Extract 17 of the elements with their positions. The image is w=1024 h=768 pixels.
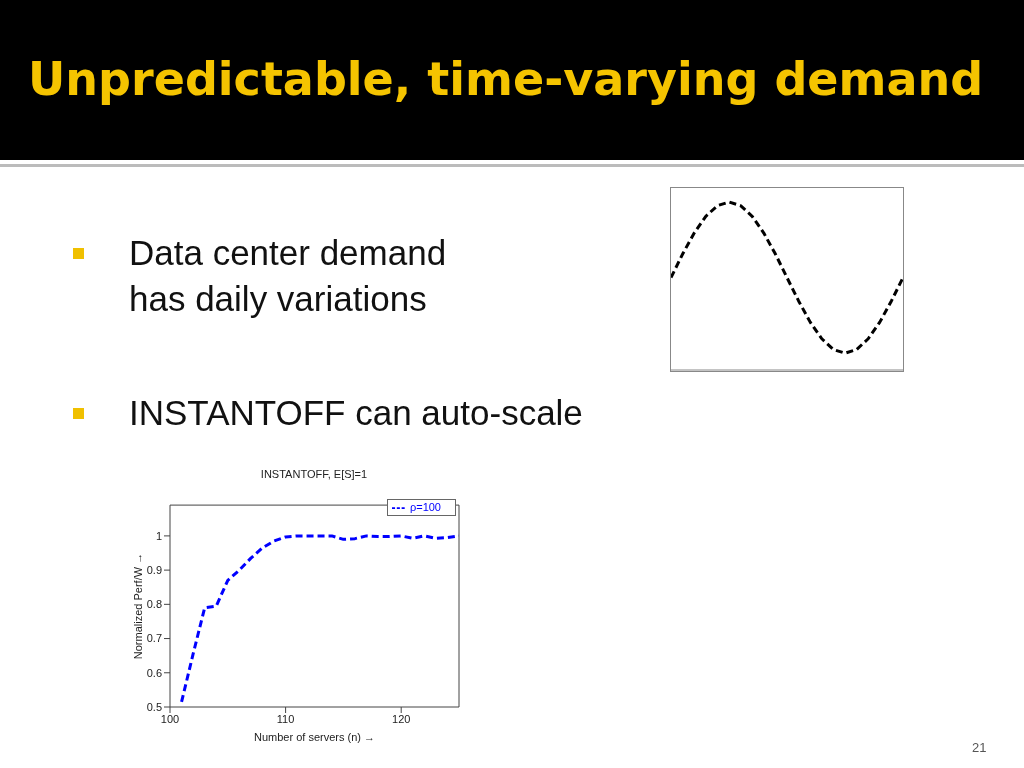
text: 21 bbox=[972, 740, 987, 755]
chart-title: INSTANTOFF, E[S]=1 bbox=[259, 468, 369, 480]
y-axis-title: Normalized Perf/W → bbox=[131, 552, 144, 660]
x-tick-label: 100 bbox=[160, 712, 180, 725]
text: Data center demand has daily variations bbox=[129, 232, 447, 320]
y-tick-label: 0.9 bbox=[146, 564, 162, 577]
y-tick-label: 1 bbox=[155, 529, 162, 542]
legend-label: ρ=100 bbox=[409, 501, 441, 513]
y-tick-label: 0.7 bbox=[146, 632, 162, 645]
x-tick-label: 110 bbox=[276, 712, 295, 725]
y-tick-label: 0.5 bbox=[146, 700, 162, 713]
x-tick-label: 120 bbox=[392, 712, 411, 725]
y-tick-label: 0.8 bbox=[146, 598, 162, 611]
x-axis-title: Number of servers (n) → bbox=[253, 731, 376, 743]
y-tick-label: 0.6 bbox=[146, 666, 162, 679]
text: Unpredictable, time-varying demand bbox=[28, 52, 984, 106]
text: INSTANTOFF can auto-scale bbox=[129, 392, 583, 434]
